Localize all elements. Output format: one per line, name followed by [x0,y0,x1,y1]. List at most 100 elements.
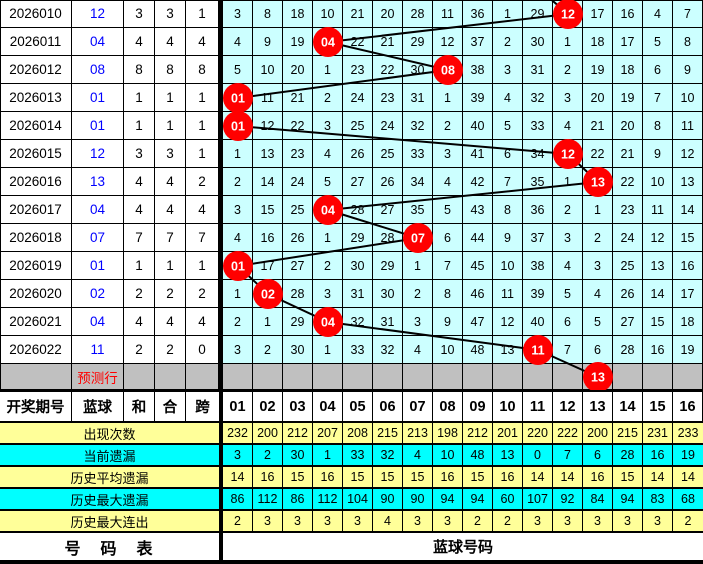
miss-value-cell: 18 [673,308,703,336]
bottom-header-row: 开奖期号 蓝球和合跨 01 02 03 04 05 06 07 08 09 10 11 12 13 14 15… [0,392,703,423]
miss-value-cell: 37 [463,28,493,56]
bottom-header-cell: 合 [155,392,186,421]
miss-value-cell: 6 [643,56,673,84]
stat-row: 历史最大遗漏 86 112 86 112 104 90 90 94 94 60 107 92 84 94 83… [0,489,703,511]
miss-value-cell: 39 [463,84,493,112]
stat-value-cell: 3 [313,511,343,531]
miss-value-cell [223,84,253,112]
sum-cell: 1 [124,252,155,280]
blue-ball-section-label: 蓝球号码 [223,533,703,560]
sum-cell: 2 [124,336,155,364]
prediction-empty-cell [124,364,155,390]
miss-value-cell: 1 [433,84,463,112]
blue-ball-value-cell: 04 [72,28,124,56]
prediction-grid-cell [283,364,313,390]
miss-value-cell: 1 [583,196,613,224]
stat-row: 当前遗漏 3 2 30 1 33 32 4 10 48 13 0 7 6 28 16 19 [0,445,703,467]
stat-value-cell: 3 [523,511,553,531]
miss-value-cell: 21 [283,84,313,112]
prediction-grid-cell [673,364,703,390]
miss-value-cell: 31 [343,280,373,308]
stat-value-cell: 94 [613,489,643,509]
miss-value-cell: 12 [253,112,283,140]
miss-value-cell: 21 [343,0,373,28]
miss-value-cell: 11 [253,84,283,112]
prediction-grid-cell [223,364,253,390]
prediction-empty-cell [0,364,72,390]
prediction-grid-cell [493,364,523,390]
miss-value-cell: 2 [313,252,343,280]
miss-value-cell: 8 [433,280,463,308]
stat-value-cell: 3 [613,511,643,531]
number-table-label: 号 码 表 [0,533,223,560]
sum-cell: 4 [124,196,155,224]
miss-value-cell: 33 [523,112,553,140]
stat-value-cell: 3 [403,511,433,531]
stat-value-cell: 15 [613,467,643,487]
stat-value-cell: 232 [223,423,253,443]
miss-value-cell: 24 [373,112,403,140]
miss-value-cell: 2 [223,168,253,196]
stat-value-cell: 2 [253,445,283,465]
prediction-grid-cell [373,364,403,390]
blue-ball-value-cell: 01 [72,252,124,280]
miss-value-cell: 16 [253,224,283,252]
stat-value-cell: 16 [433,467,463,487]
miss-value-cell: 22 [343,28,373,56]
miss-value-cell: 17 [583,0,613,28]
period-cell: 2026021 [0,308,72,336]
stat-value-cell: 2 [673,511,703,531]
prediction-grid-cell [253,364,283,390]
bottom-header-cell: 跨 [186,392,219,421]
miss-value-cell: 47 [463,308,493,336]
stat-value-cell: 213 [403,423,433,443]
prediction-grid-cell [583,364,613,390]
miss-value-cell: 4 [553,252,583,280]
left-table: 2026010 12 3 3 1 2026011 04 4 4 4 2026012 08 8 8 8 2026… [0,0,219,390]
blue-ball-value-cell: 08 [72,56,124,84]
miss-value-cell: 34 [523,140,553,168]
sum-cell: 4 [124,308,155,336]
miss-value-cell [583,168,613,196]
miss-value-cell: 22 [373,56,403,84]
miss-value-cell: 15 [253,196,283,224]
blue-ball-value-cell: 01 [72,112,124,140]
stat-value-cell: 104 [343,489,373,509]
sum-cell: 3 [124,140,155,168]
combo-cell: 8 [155,56,186,84]
miss-value-cell: 40 [523,308,553,336]
miss-value-cell: 23 [613,196,643,224]
stat-value-cell: 3 [253,511,283,531]
miss-value-cell: 4 [553,112,583,140]
stat-value-cell: 7 [553,445,583,465]
miss-value-cell: 12 [643,224,673,252]
miss-value-cell [313,196,343,224]
miss-value-cell: 20 [283,56,313,84]
miss-value-cell: 11 [433,0,463,28]
prediction-grid-cell [403,364,433,390]
ball-number-header-cell: 08 [433,392,463,421]
miss-value-cell: 12 [673,140,703,168]
stat-value-cell: 94 [433,489,463,509]
stat-value-cell: 222 [553,423,583,443]
stat-value-cell: 19 [673,445,703,465]
miss-value-cell: 28 [343,196,373,224]
miss-value-cell: 8 [253,0,283,28]
ball-number-header-cell: 06 [373,392,403,421]
period-cell: 2026017 [0,196,72,224]
miss-value-cell: 3 [553,84,583,112]
stat-value-cell: 231 [643,423,673,443]
miss-value-cell: 4 [313,140,343,168]
blue-ball-value-cell: 07 [72,224,124,252]
ball-number-header-cell: 02 [253,392,283,421]
miss-value-cell: 30 [373,280,403,308]
miss-value-cell: 1 [223,280,253,308]
miss-value-cell: 25 [373,140,403,168]
stat-value-cell: 28 [613,445,643,465]
miss-value-cell: 10 [433,336,463,364]
span-cell: 1 [186,112,219,140]
miss-value-cell: 3 [223,196,253,224]
combo-cell: 7 [155,224,186,252]
period-cell: 2026014 [0,112,72,140]
stat-value-cell: 84 [583,489,613,509]
